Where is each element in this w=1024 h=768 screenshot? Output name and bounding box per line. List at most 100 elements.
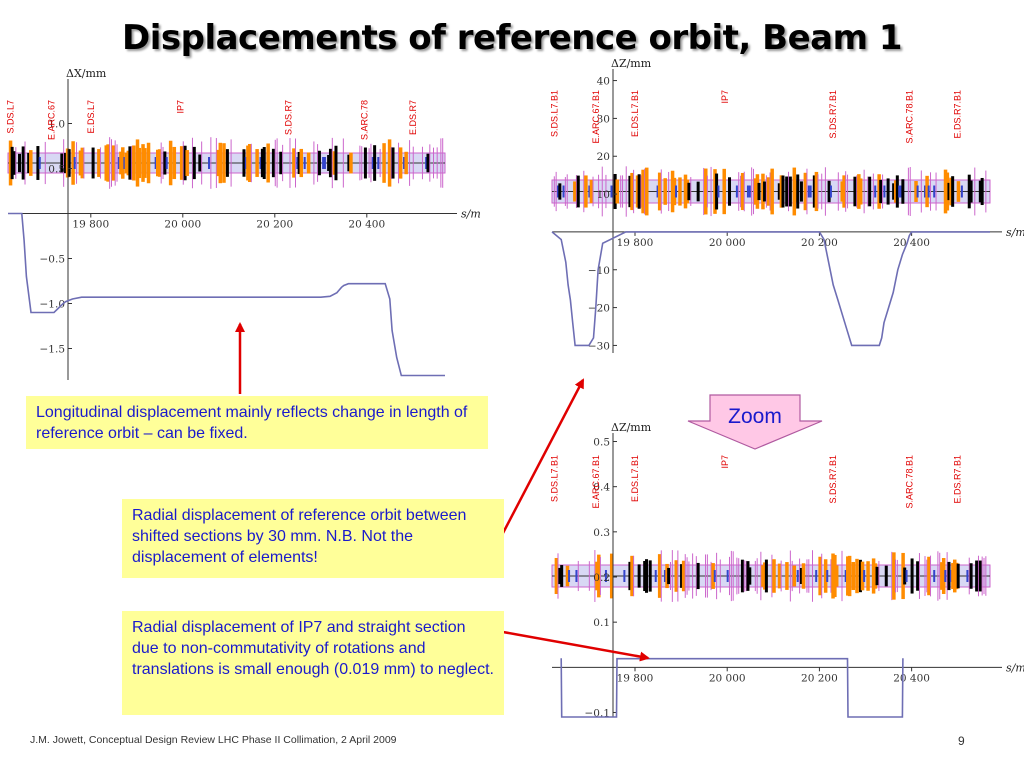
magnet-dipole xyxy=(630,172,634,211)
x-axis-label: s/m xyxy=(1006,661,1024,674)
magnet-dipole xyxy=(657,554,662,598)
y-tick-label: 0.5 xyxy=(593,437,610,449)
magnet-sextupole xyxy=(933,185,936,198)
magnet-dipole xyxy=(615,179,620,204)
magnet-quadrupole xyxy=(969,563,973,589)
magnet-dipole xyxy=(860,561,865,591)
magnet-dipole xyxy=(141,144,145,182)
magnet-dipole xyxy=(404,151,408,175)
magnet-sextupole xyxy=(663,570,666,582)
magnet-dipole xyxy=(573,181,577,202)
y-tick-label: 10 xyxy=(597,189,610,201)
magnet-lattice xyxy=(554,550,987,602)
magnet-sextupole xyxy=(923,185,926,198)
magnet-quadrupole xyxy=(225,149,229,177)
magnet-sextupole xyxy=(916,185,919,198)
magnet-quadrupole xyxy=(969,180,973,203)
magnet-dipole xyxy=(168,140,173,186)
magnet-sextupole xyxy=(927,185,930,198)
magnet-quadrupole xyxy=(163,151,167,175)
magnet-sextupole xyxy=(208,157,211,169)
magnet-sextupole xyxy=(623,570,626,582)
magnet-dipole xyxy=(111,145,116,181)
magnet-quadrupole xyxy=(363,147,367,179)
magnet-quadrupole xyxy=(260,148,264,178)
magnet-dipole xyxy=(892,552,896,600)
y-tick-label: 0.3 xyxy=(593,527,610,539)
magnet-quadrupole xyxy=(785,176,789,207)
magnet-sextupole xyxy=(826,570,829,582)
magnet-dipole xyxy=(722,168,726,215)
magnet-quadrupole xyxy=(853,176,857,207)
magnet-quadrupole xyxy=(680,564,684,588)
magnet-dipole xyxy=(584,175,588,208)
magnet-sextupole xyxy=(898,185,901,198)
magnet-quadrupole xyxy=(827,180,831,203)
magnet-dipole xyxy=(672,177,677,206)
y-tick-label: 0.5 xyxy=(48,164,65,176)
magnet-dipole xyxy=(349,152,353,174)
magnet-quadrupole xyxy=(956,563,960,589)
magnet-dipole xyxy=(157,149,162,177)
magnet-quadrupole xyxy=(297,151,301,175)
x-tick-label: 20 200 xyxy=(801,672,838,684)
magnet-dipole xyxy=(595,561,599,591)
magnet-dipole xyxy=(104,145,108,181)
magnet-quadrupole xyxy=(910,558,914,594)
section-label: E.ARC.67 xyxy=(47,100,57,140)
magnet-quadrupole xyxy=(560,565,564,587)
section-label: E.DS.R7 xyxy=(408,100,418,135)
magnet-sextupole xyxy=(654,570,657,582)
magnet-dipole xyxy=(246,145,250,181)
magnet-sextupole xyxy=(303,157,306,169)
magnet-dipole xyxy=(132,145,136,181)
magnet-dipole xyxy=(847,555,852,597)
magnet-sextupole xyxy=(735,185,738,198)
magnet-dipole xyxy=(761,173,765,210)
magnet-sextupole xyxy=(874,185,877,198)
x-tick-label: 20 000 xyxy=(709,237,746,249)
section-label: S.DS.L7.B1 xyxy=(549,90,559,137)
magnet-quadrupole xyxy=(781,175,785,208)
magnet-sextupole xyxy=(556,185,559,198)
magnet-sextupole xyxy=(815,570,818,582)
magnet-sextupole xyxy=(562,185,565,198)
magnet-dipole xyxy=(554,557,559,595)
magnet-dipole xyxy=(831,553,835,599)
magnet-quadrupole xyxy=(947,561,951,591)
callout-ip7: Radial displacement of IP7 and straight … xyxy=(122,611,504,715)
magnet-dipole xyxy=(858,178,863,205)
magnet-quadrupole xyxy=(748,567,752,585)
magnet-dipole xyxy=(954,562,959,590)
magnet-quadrupole xyxy=(875,566,879,586)
magnet-quadrupole xyxy=(637,564,641,588)
magnet-dipole xyxy=(645,167,649,216)
magnet-dipole xyxy=(135,139,140,187)
magnet-dipole xyxy=(29,150,33,176)
magnet-quadrupole xyxy=(242,149,246,177)
magnet-sextupole xyxy=(829,185,832,198)
x-tick-label: 19 800 xyxy=(72,219,109,231)
magnet-dipole xyxy=(663,178,667,205)
magnet-dipole xyxy=(873,563,878,589)
magnet-sextupole xyxy=(259,157,262,169)
displacement-curve xyxy=(551,231,990,347)
magnet-sextupole xyxy=(748,185,751,198)
section-label: S.DS.R7.B1 xyxy=(828,455,838,504)
section-label: E.DS.R7.B1 xyxy=(953,455,963,504)
magnet-dipole xyxy=(949,177,953,206)
magnet-quadrupole xyxy=(858,559,862,593)
magnet-dipole xyxy=(126,150,131,176)
magnet-dipole xyxy=(952,559,957,593)
magnet-dipole xyxy=(801,563,806,589)
magnet-quadrupole xyxy=(327,154,331,172)
magnet-quadrupole xyxy=(916,561,920,591)
magnet-sextupole xyxy=(746,185,749,198)
callout-longitudinal: Longitudinal displacement mainly reflect… xyxy=(26,396,488,449)
magnet-dipole xyxy=(657,172,662,211)
magnet-quadrupole xyxy=(67,149,71,177)
section-label: S.ARC.78.B1 xyxy=(904,90,914,144)
magnet-dipole xyxy=(106,144,110,182)
section-label: E.ARC.67.B1 xyxy=(591,90,601,144)
